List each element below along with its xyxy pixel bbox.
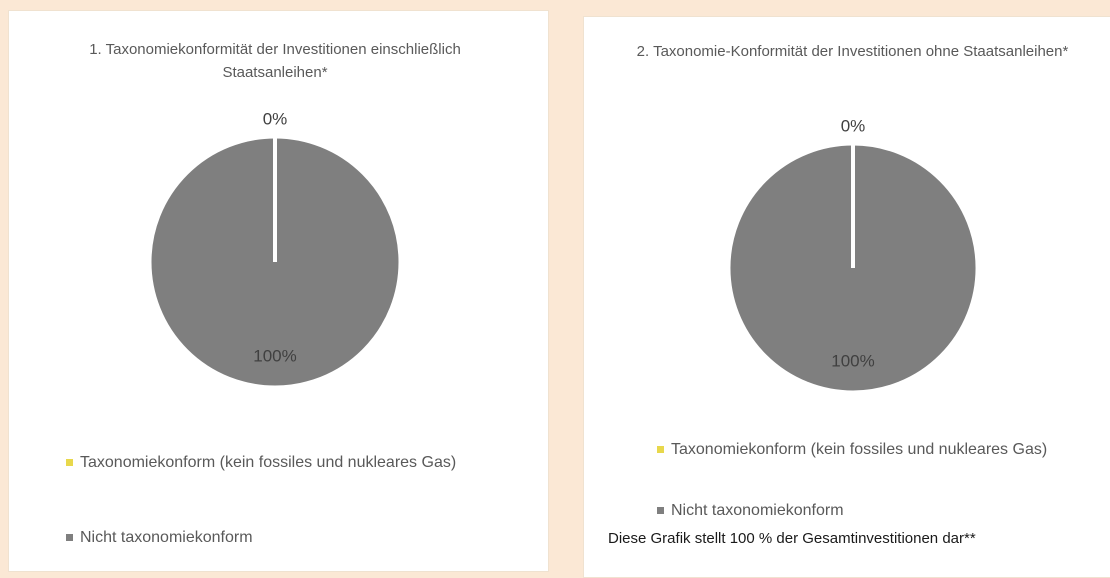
data-label: 0% xyxy=(263,109,288,128)
legend-entry: Nicht taxonomiekonform xyxy=(671,502,844,519)
data-label: 100% xyxy=(831,352,874,371)
legend-swatch xyxy=(657,507,664,514)
data-label: 100% xyxy=(253,346,296,365)
legend-swatch xyxy=(66,534,73,541)
legend-swatch xyxy=(657,446,664,453)
chart-title: 2. Taxonomie-Konformität der Investition… xyxy=(636,43,1069,60)
legend-entry: Taxonomiekonform (kein fossiles und nukl… xyxy=(671,441,1048,458)
legend-entry: Taxonomiekonform (kein fossiles und nukl… xyxy=(80,454,457,471)
footnote: Diese Grafik stellt 100 % der Gesamtinve… xyxy=(608,530,976,547)
legend-swatch xyxy=(66,459,73,466)
legend-entry: Nicht taxonomiekonform xyxy=(80,529,253,546)
page: 0% 100% 0% 100% 1. Taxonomiekonformität der … xyxy=(8,10,1110,578)
chart-title: 1. Taxonomiekonformität der Investitione… xyxy=(89,41,461,81)
data-label: 0% xyxy=(841,116,866,135)
charts: 0% 100% 0% 100% xyxy=(148,109,979,394)
